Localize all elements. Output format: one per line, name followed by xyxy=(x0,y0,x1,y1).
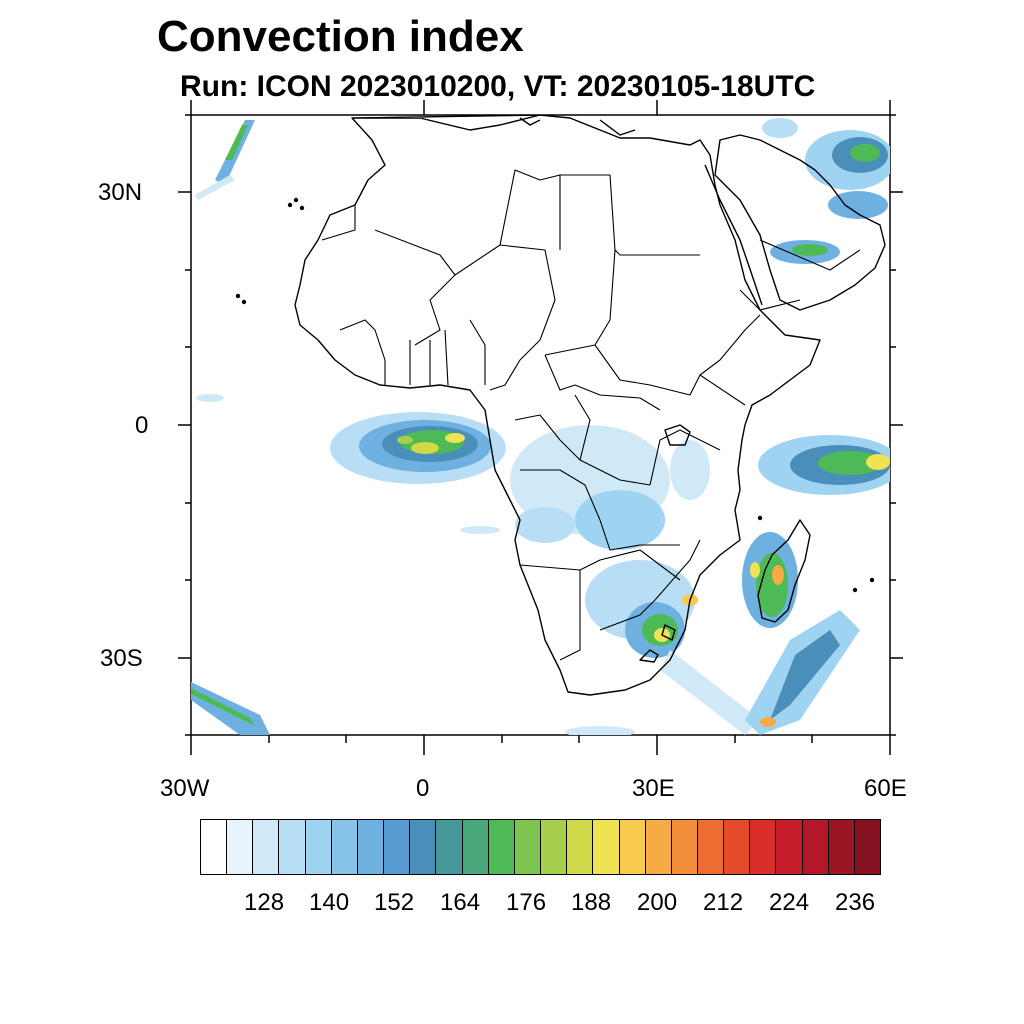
map-title: Convection index xyxy=(157,12,524,61)
axis-ticks xyxy=(178,100,903,755)
colorbar-box xyxy=(436,820,463,874)
colorbar-box xyxy=(619,820,646,874)
colorbar-box xyxy=(227,820,254,874)
colorbar-box xyxy=(253,820,280,874)
colorbar-label-140: 140 xyxy=(309,889,350,916)
colorbar-box xyxy=(201,820,228,874)
colorbar-box xyxy=(462,820,489,874)
colorbar-box xyxy=(724,820,751,874)
colorbar-label-236: 236 xyxy=(835,889,876,916)
convection-area-western-indian-ocean xyxy=(758,435,890,495)
colorbar-box xyxy=(410,820,437,874)
colorbar-label-224: 224 xyxy=(769,889,810,916)
convection-area-south-west-indian-ocean xyxy=(745,610,860,735)
convection-area-north-atlantic xyxy=(195,120,255,200)
colorbar-box xyxy=(776,820,803,874)
lon-label-30w: 30W xyxy=(160,775,210,802)
map-frame xyxy=(190,114,891,736)
colorbar-box xyxy=(305,820,332,874)
colorbar-box xyxy=(802,820,829,874)
colorbar-box xyxy=(697,820,725,874)
country-borders xyxy=(321,169,861,661)
madagascar-coastline xyxy=(757,519,811,623)
coastlines xyxy=(235,115,886,696)
colorbar-box xyxy=(331,820,358,874)
convection-area-arabian-gulf xyxy=(762,118,890,264)
colorbar-box xyxy=(593,820,620,874)
colorbar-box xyxy=(279,820,306,874)
colorbar-label-212: 212 xyxy=(703,889,744,916)
convection-area-southern-africa xyxy=(585,560,760,735)
colorbar-label-176: 176 xyxy=(506,889,547,916)
colorbar-label-128: 128 xyxy=(244,889,285,916)
colorbar-box xyxy=(541,820,568,874)
colorbar-box xyxy=(567,820,594,874)
convection-shading xyxy=(191,118,890,735)
convection-area-congo-basin xyxy=(510,425,710,550)
arabia-coastline xyxy=(714,134,886,311)
lon-label-0: 0 xyxy=(416,775,430,802)
colorbar-box xyxy=(645,820,672,874)
convection-area-madagascar xyxy=(742,532,798,628)
colorbar-box xyxy=(854,820,881,874)
convection-area-south-atlantic xyxy=(191,682,270,735)
colorbar-box xyxy=(750,820,777,874)
colorbar-label-152: 152 xyxy=(374,889,415,916)
colorbar xyxy=(200,819,881,875)
colorbar-box xyxy=(514,820,542,874)
lon-label-60e: 60E xyxy=(864,775,907,802)
colorbar-label-188: 188 xyxy=(571,889,612,916)
lon-label-30e: 30E xyxy=(632,775,675,802)
lat-label-30n: 30N xyxy=(98,179,143,206)
colorbar-box xyxy=(488,820,515,874)
colorbar-label-164: 164 xyxy=(440,889,481,916)
lat-label-30s: 30S xyxy=(100,645,143,672)
colorbar-box xyxy=(357,820,385,874)
africa-coastline xyxy=(294,115,821,696)
colorbar-label-200: 200 xyxy=(637,889,678,916)
lat-label-0: 0 xyxy=(135,412,149,439)
colorbar-box xyxy=(828,820,855,874)
convection-area-gulf-of-guinea xyxy=(330,412,506,484)
colorbar-box xyxy=(384,820,411,874)
map-subtitle: Run: ICON 2023010200, VT: 20230105-18UTC xyxy=(180,70,816,103)
colorbar-box xyxy=(671,820,698,874)
